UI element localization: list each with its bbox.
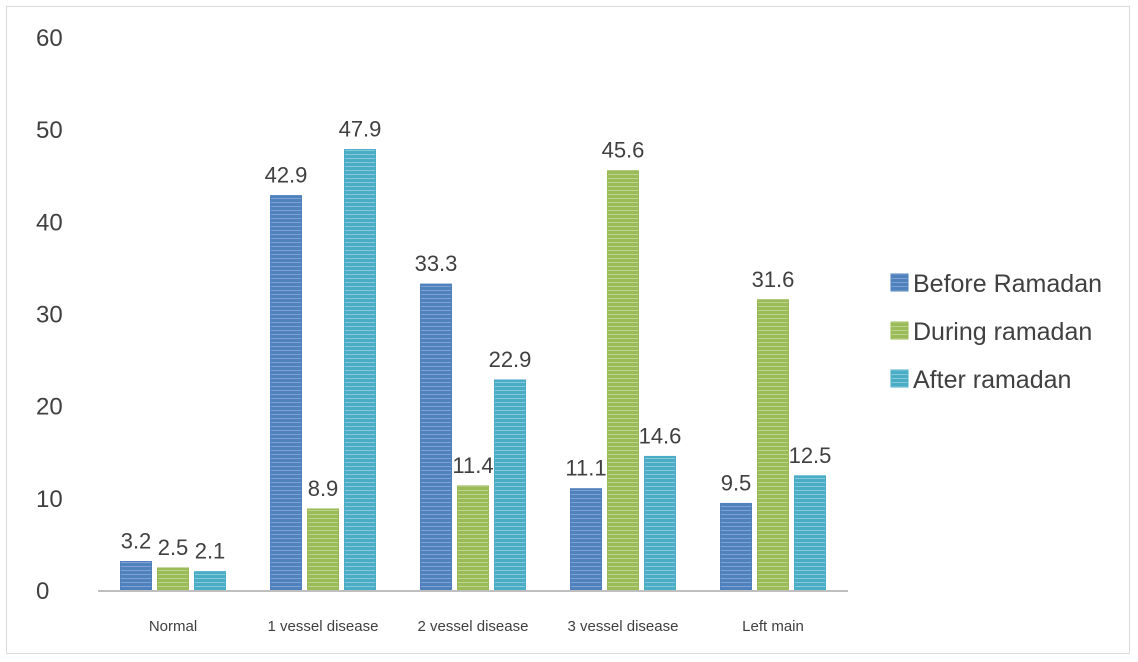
data-label: 11.4 (452, 453, 493, 478)
x-category-label: Normal (149, 618, 197, 635)
bar (157, 567, 189, 592)
bar (757, 299, 789, 592)
legend-swatch (890, 321, 909, 340)
legend: Before Ramadan During ramadan After ramada… (890, 270, 1102, 394)
data-label: 2.5 (158, 535, 189, 560)
y-axis-ticks: 0 10 20 30 40 50 60 (36, 25, 63, 605)
data-label: 11.1 (565, 456, 606, 481)
bars (120, 149, 826, 592)
y-tick-label: 50 (36, 117, 63, 144)
data-label: 12.5 (789, 443, 832, 468)
legend-label: During ramadan (913, 318, 1092, 346)
data-label: 31.6 (752, 267, 795, 292)
data-label: 14.6 (639, 423, 682, 448)
legend-label: After ramadan (913, 366, 1071, 394)
chart-frame (6, 6, 1130, 654)
x-category-label: 1 vessel disease (268, 618, 379, 635)
bar (494, 379, 526, 592)
y-tick-label: 0 (36, 578, 49, 605)
data-label: 45.6 (602, 138, 645, 163)
legend-label: Before Ramadan (913, 270, 1102, 298)
x-category-label: 2 vessel disease (418, 618, 529, 635)
bar (794, 475, 826, 592)
data-label: 8.9 (308, 476, 339, 501)
y-tick-label: 20 (36, 394, 63, 421)
data-label: 9.5 (721, 470, 752, 495)
bar (344, 149, 376, 592)
y-tick-label: 10 (36, 486, 63, 513)
legend-swatch (890, 369, 909, 388)
data-label: 47.9 (339, 117, 382, 142)
data-label: 22.9 (489, 347, 532, 372)
x-category-label: Left main (742, 618, 804, 635)
x-category-label: 3 vessel disease (568, 618, 679, 635)
data-label: 2.1 (195, 539, 226, 564)
x-axis-categories: Normal 1 vessel disease 2 vessel disease 3 … (149, 618, 804, 635)
y-tick-label: 40 (36, 209, 63, 236)
bar (120, 561, 152, 592)
bar (720, 502, 752, 592)
y-tick-label: 60 (36, 25, 63, 52)
bar (194, 571, 226, 592)
bar (570, 488, 602, 592)
data-label: 33.3 (415, 251, 458, 276)
bar (607, 170, 639, 592)
bar (644, 455, 676, 592)
bar (307, 508, 339, 592)
bar (270, 195, 302, 592)
legend-swatch (890, 273, 909, 292)
data-label: 3.2 (121, 529, 152, 554)
y-tick-label: 30 (36, 302, 63, 329)
data-labels: 3.2 2.5 2.1 42.9 8.9 47.9 33.3 11.4 22.9 11.1 45.6… (121, 117, 832, 564)
bar (457, 485, 489, 592)
data-label: 42.9 (265, 163, 308, 188)
bar (420, 283, 452, 592)
